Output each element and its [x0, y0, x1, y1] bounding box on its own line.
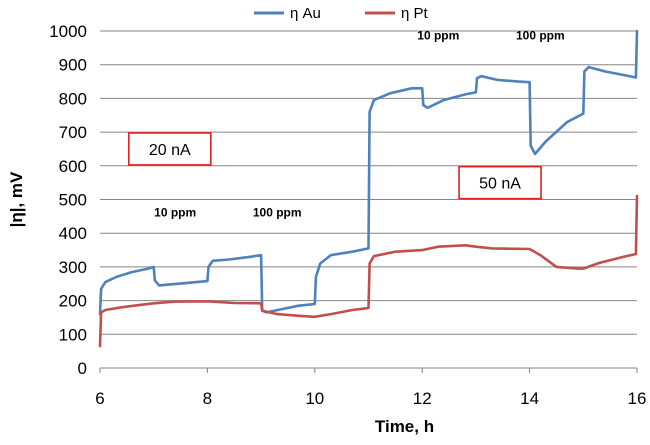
y-axis-ticks: 0 100 200 300 400 500 600 700 800 900 1000 [49, 22, 87, 378]
x-axis-title: Time, h [375, 417, 434, 436]
series-line-pt [98, 194, 639, 348]
series-group [98, 29, 639, 348]
legend: η Au η Pt [254, 5, 429, 22]
annotations: 10 ppm 100 ppm 10 ppm 100 ppm 20 nA 50 nA [128, 28, 565, 219]
x-tick-label: 8 [203, 389, 212, 408]
y-tick-label: 300 [59, 258, 87, 277]
x-tick-label: 12 [413, 389, 432, 408]
y-tick-label: 400 [59, 224, 87, 243]
y-tick-label: 500 [59, 191, 87, 210]
y-tick-label: 800 [59, 89, 87, 108]
x-tick-label: 6 [95, 389, 104, 408]
y-tick-label: 1000 [49, 22, 87, 41]
y-tick-label: 600 [59, 157, 87, 176]
legend-label: η Au [290, 5, 321, 22]
current-label-box [128, 132, 212, 166]
x-tick-label: 16 [628, 389, 647, 408]
y-tick-label: 700 [59, 123, 87, 142]
y-tick-label: 900 [59, 56, 87, 75]
current-label-box [458, 165, 542, 200]
y-axis-title: |η|, mV [7, 171, 26, 227]
y-tick-label: 100 [59, 325, 87, 344]
current-label: 50 nA [479, 176, 521, 193]
y-tick-label: 200 [59, 292, 87, 311]
annotation-label: 10 ppm [154, 205, 196, 219]
current-label: 20 nA [149, 142, 191, 159]
annotation-label: 100 ppm [516, 28, 565, 42]
y-tick-label: 0 [78, 359, 87, 378]
legend-label: η Pt [401, 5, 429, 22]
annotation-label: 100 ppm [253, 205, 302, 219]
x-axis-ticks: 6 8 10 12 14 16 [95, 368, 646, 408]
x-tick-label: 10 [305, 389, 324, 408]
series-line-au [98, 29, 639, 316]
annotation-label: 10 ppm [417, 28, 459, 42]
x-tick-label: 14 [520, 389, 539, 408]
